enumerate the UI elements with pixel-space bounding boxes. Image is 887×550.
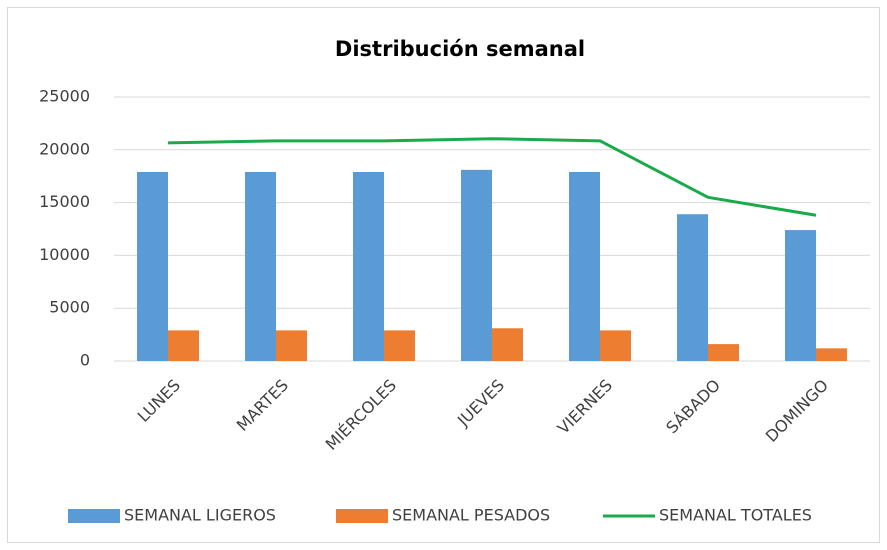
legend-swatch bbox=[336, 509, 388, 523]
legend-swatch bbox=[68, 509, 120, 523]
y-tick-label: 10000 bbox=[39, 245, 90, 264]
legend-label: SEMANAL LIGEROS bbox=[124, 506, 276, 525]
y-tick-label: 20000 bbox=[39, 139, 90, 158]
bar bbox=[677, 214, 708, 361]
bar bbox=[569, 171, 600, 361]
y-tick-label: 15000 bbox=[39, 192, 90, 211]
legend-label: SEMANAL TOTALES bbox=[659, 506, 812, 525]
bar bbox=[461, 169, 492, 361]
bar bbox=[137, 171, 168, 361]
bar bbox=[492, 328, 523, 361]
bar bbox=[384, 330, 415, 361]
legend-label: SEMANAL PESADOS bbox=[392, 506, 550, 525]
bar bbox=[276, 330, 307, 361]
y-tick-label: 25000 bbox=[39, 87, 90, 106]
bar bbox=[245, 171, 276, 361]
bar bbox=[785, 230, 816, 361]
y-tick-label: 0 bbox=[80, 351, 90, 370]
bar bbox=[816, 348, 847, 361]
bar bbox=[168, 330, 199, 361]
bar bbox=[600, 330, 631, 361]
line-series bbox=[167, 137, 817, 217]
y-tick-label: 5000 bbox=[49, 298, 90, 317]
chart-title: Distribución semanal bbox=[335, 37, 585, 61]
bar bbox=[708, 344, 739, 361]
bar bbox=[353, 171, 384, 361]
